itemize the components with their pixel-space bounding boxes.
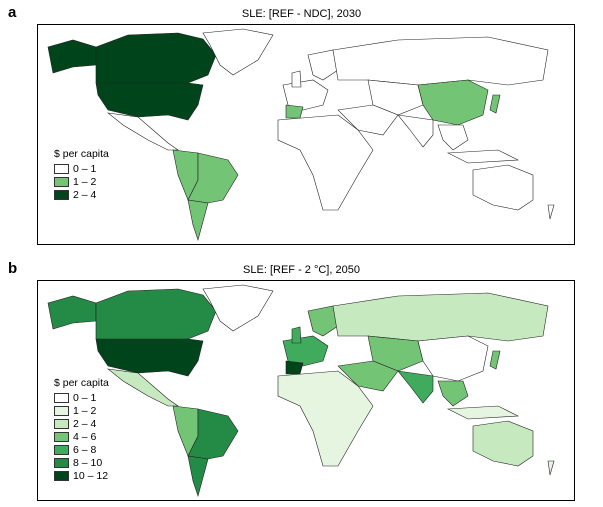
region-indonesia (446, 149, 520, 164)
legend-item: 1 – 2 (54, 404, 109, 417)
region-iberia (285, 360, 304, 375)
legend-label: 2 – 4 (73, 417, 97, 430)
world-map-b (47, 284, 555, 498)
region-uk (291, 70, 302, 88)
legend-swatch (54, 189, 69, 200)
legend-label: 8 – 10 (73, 456, 103, 469)
legend-item: 2 – 4 (54, 417, 109, 430)
region-alaska (47, 39, 97, 74)
region-usa (95, 82, 204, 121)
legend-label: 1 – 2 (73, 404, 97, 417)
panel-b-label: b (8, 260, 18, 277)
legend-label: 1 – 2 (73, 175, 97, 188)
legend-swatch (54, 431, 69, 442)
region-russia (332, 292, 549, 342)
legend-item: 6 – 8 (54, 443, 109, 456)
world-map-a (47, 28, 555, 242)
region-nz (547, 204, 555, 220)
region-alaska (47, 295, 97, 330)
panel-a-label: a (8, 4, 17, 21)
legend-swatch (54, 418, 69, 429)
region-mexico (106, 368, 179, 407)
region-mideast (337, 104, 399, 136)
region-canada (95, 32, 217, 86)
region-canada (95, 288, 217, 342)
region-centralasia (367, 79, 424, 116)
panel-a-title: SLE: [REF - NDC], 2030 (241, 8, 362, 20)
region-mideast (337, 360, 399, 392)
region-brazil (187, 152, 239, 204)
legend-item: 10 – 12 (54, 469, 109, 482)
legend-item: 0 – 1 (54, 162, 109, 175)
region-japan (489, 94, 501, 114)
region-nz (547, 460, 555, 476)
region-brazil (187, 408, 239, 460)
legend-item: 0 – 1 (54, 391, 109, 404)
region-scandinavia (307, 305, 339, 337)
legend-item: 2 – 4 (54, 188, 109, 201)
region-greenland (202, 284, 274, 332)
region-india (397, 114, 434, 148)
region-indonesia (446, 405, 520, 420)
legend-swatch (54, 392, 69, 403)
region-china (417, 79, 489, 126)
region-australia (472, 164, 534, 211)
region-africa (277, 114, 374, 211)
region-centralasia (367, 335, 424, 372)
legend-label: 4 – 6 (73, 430, 97, 443)
region-greenland (202, 28, 274, 76)
legend-title: $ per capita (54, 377, 109, 389)
legend-label: 10 – 12 (73, 469, 109, 482)
region-india (397, 370, 434, 404)
region-argentina (187, 455, 209, 498)
panel-b-title: SLE: [REF - 2 °C], 2050 (243, 264, 360, 276)
region-seasia (437, 124, 469, 151)
legend-swatch (54, 457, 69, 468)
legend-item: 4 – 6 (54, 430, 109, 443)
legend-swatch (54, 405, 69, 416)
legend-label: 0 – 1 (73, 391, 97, 404)
legend-label: 0 – 1 (73, 162, 97, 175)
legend-title: $ per capita (54, 148, 109, 160)
legend-label: 2 – 4 (73, 188, 97, 201)
legend-label: 6 – 8 (73, 443, 97, 456)
region-iberia (285, 104, 304, 119)
legend-swatch (54, 176, 69, 187)
region-china (417, 335, 489, 382)
region-seasia (437, 380, 469, 407)
region-uk (291, 326, 302, 344)
region-argentina (187, 199, 209, 242)
region-scandinavia (307, 49, 339, 81)
legend-swatch (54, 163, 69, 174)
legend-item: 1 – 2 (54, 175, 109, 188)
legend-swatch (54, 444, 69, 455)
region-mexico (106, 112, 179, 151)
region-australia (472, 420, 534, 467)
legend-swatch (54, 470, 69, 481)
region-africa (277, 370, 374, 467)
region-russia (332, 36, 549, 86)
region-usa (95, 338, 204, 377)
region-japan (489, 350, 501, 370)
legend-item: 8 – 10 (54, 456, 109, 469)
